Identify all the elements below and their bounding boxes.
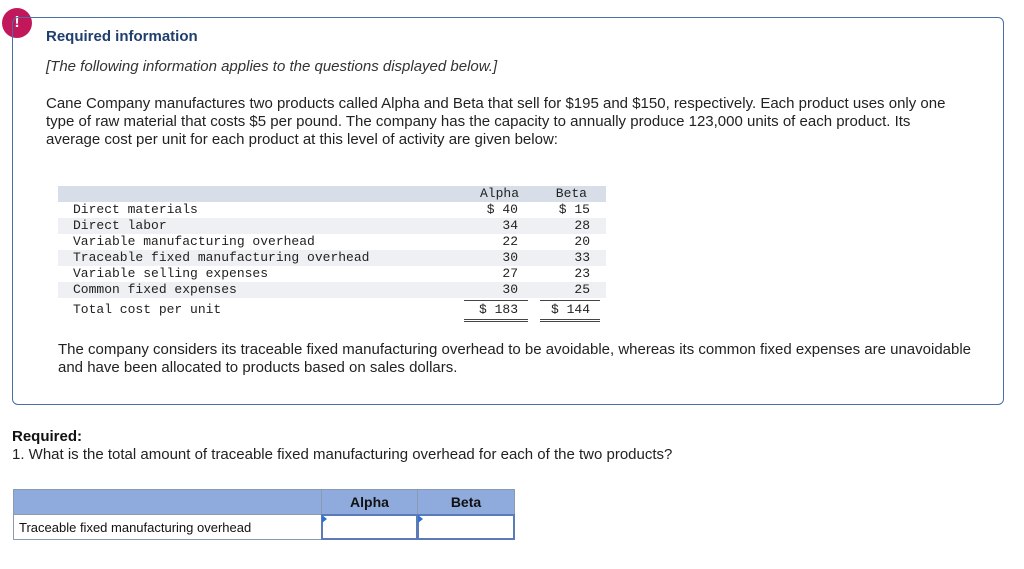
beta-total-double-underline [540, 321, 600, 322]
cost-table-beta-value: 20 [574, 234, 590, 249]
cost-table-row: Traceable fixed manufacturing overhead 3… [58, 250, 606, 266]
cost-table-beta-value: 25 [574, 282, 590, 297]
required-information-note: [The following information applies to th… [46, 58, 498, 75]
cost-table-row-label: Common fixed expenses [73, 282, 237, 297]
answer-table-corner [13, 489, 322, 515]
cost-table-row-label: Traceable fixed manufacturing overhead [73, 250, 370, 265]
answer-header-beta: Beta [417, 489, 515, 515]
cost-table-beta-value: 28 [574, 218, 590, 233]
alpha-total-double-underline [464, 321, 528, 322]
overhead-explanation: The company considers its traceable fixe… [58, 341, 972, 376]
cost-table-beta-value: 33 [574, 250, 590, 265]
beta-total-underline [540, 319, 600, 320]
cost-table-row: Variable selling expenses 27 23 [58, 266, 606, 282]
cost-table-header-row: Alpha Beta [58, 186, 606, 202]
cost-table-alpha-value: 30 [502, 282, 518, 297]
cost-table-alpha-value: 34 [502, 218, 518, 233]
cost-table-header-alpha: Alpha [479, 186, 519, 201]
cost-table-row: Common fixed expenses 30 25 [58, 282, 606, 298]
required-title: Required: [12, 428, 83, 445]
cost-table-row-label: Variable manufacturing overhead [73, 234, 315, 249]
required-information-box [12, 17, 1004, 405]
cost-table-header-beta: Beta [555, 186, 587, 201]
cost-table-total-alpha: $ 183 [478, 302, 518, 317]
cost-table-row: Direct materials $ 40 $ 15 [58, 202, 606, 218]
cost-table-alpha-value: 30 [502, 250, 518, 265]
cost-table-beta-value: 23 [574, 266, 590, 281]
problem-description: Cane Company manufactures two products c… [46, 95, 946, 148]
cost-per-unit-table: Alpha Beta Direct materials $ 40 $ 15 Di… [58, 186, 606, 322]
answer-row-label: Traceable fixed manufacturing overhead [13, 514, 322, 540]
cost-table-total-label: Total cost per unit [73, 302, 222, 317]
cost-table-alpha-value: 27 [502, 266, 518, 281]
cost-table-row-label: Variable selling expenses [73, 266, 269, 281]
alpha-subtotal-rule [464, 300, 528, 301]
beta-traceable-overhead-input[interactable] [417, 514, 515, 540]
cost-table-alpha-value: $ 40 [486, 202, 518, 217]
alpha-total-underline [464, 319, 528, 320]
cost-table-row: Variable manufacturing overhead 22 20 [58, 234, 606, 250]
cost-table-row-label: Direct materials [73, 202, 198, 217]
required-information-title: Required information [46, 28, 198, 45]
cost-table-total-beta: $ 144 [550, 302, 590, 317]
alpha-input-marker-icon [322, 515, 327, 523]
beta-input-marker-icon [418, 515, 423, 523]
cost-table-beta-value: $ 15 [558, 202, 590, 217]
cost-table-row: Direct labor 34 28 [58, 218, 606, 234]
answer-header-alpha: Alpha [321, 489, 418, 515]
cost-table-alpha-value: 22 [502, 234, 518, 249]
cost-table-row-label: Direct labor [73, 218, 167, 233]
question-1: 1. What is the total amount of traceable… [12, 446, 673, 463]
beta-subtotal-rule [540, 300, 600, 301]
cost-table-total-row: Total cost per unit $ 183 $ 144 [58, 302, 606, 318]
alpha-traceable-overhead-input[interactable] [321, 514, 418, 540]
